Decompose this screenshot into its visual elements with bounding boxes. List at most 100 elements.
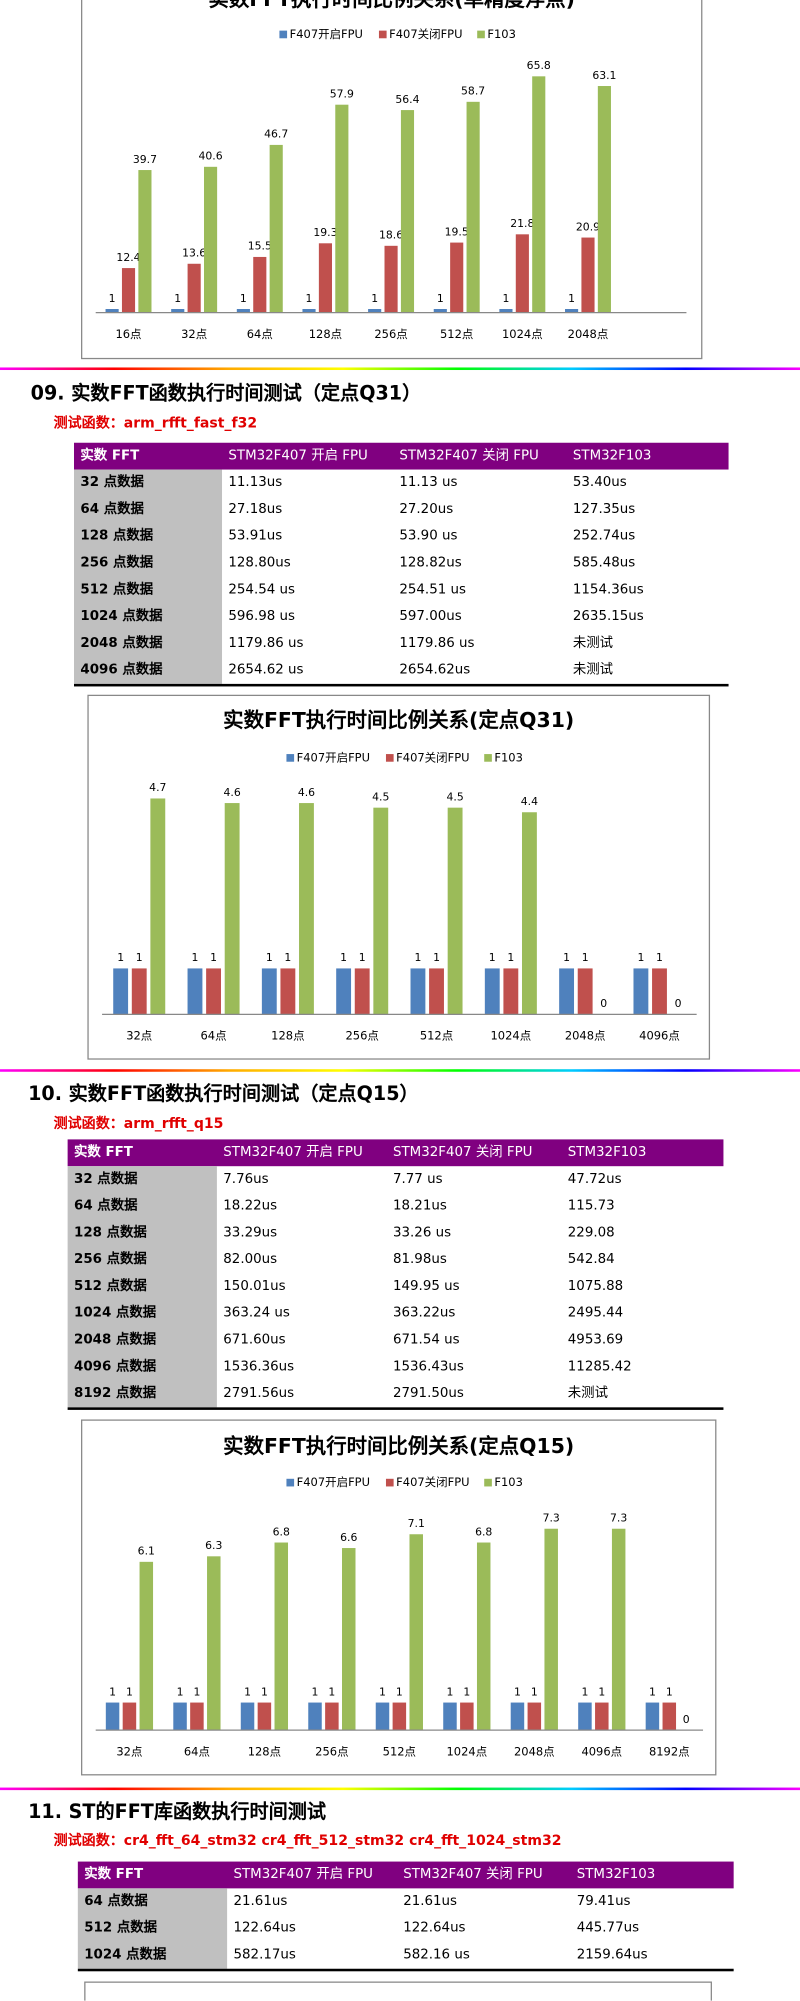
value-label: 6.3	[205, 1539, 222, 1552]
bar	[597, 86, 611, 313]
legend-label: F407开启FPU	[297, 1475, 370, 1489]
x-tick-label: 64点	[201, 1029, 227, 1043]
bar	[187, 968, 203, 1015]
bar	[409, 1534, 423, 1731]
table-cell: 33.26 us	[392, 1224, 452, 1241]
table-cell: 585.48us	[572, 555, 636, 571]
table-cell: 1179.86 us	[228, 635, 304, 651]
bar	[578, 1702, 592, 1731]
table-cell: 2048 点数据	[74, 1332, 157, 1348]
value-label: 4.6	[224, 786, 241, 799]
value-label: 1	[463, 1685, 470, 1698]
bar	[515, 234, 529, 313]
x-tick-label: 2048点	[514, 1744, 555, 1758]
value-label: 1	[531, 1685, 538, 1698]
x-tick-label: 32点	[116, 1744, 142, 1758]
value-label: 1	[109, 1685, 116, 1698]
legend-swatch	[484, 1478, 492, 1487]
table-cell: 1024 点数据	[84, 1947, 167, 1963]
bar	[565, 309, 579, 313]
value-label: 20.9	[576, 220, 600, 233]
table-cell: 47.72us	[567, 1171, 622, 1187]
value-label: 46.7	[264, 128, 288, 141]
table-cell: 122.64us	[233, 1920, 296, 1936]
bar	[499, 309, 513, 313]
table-header-bg	[74, 442, 729, 470]
table-cell: 671.60us	[223, 1332, 286, 1348]
bar	[105, 1702, 120, 1731]
chart-title: 实数FFT执行时间比例关系(定点Q31)	[223, 708, 574, 732]
value-label: 6.1	[138, 1545, 155, 1558]
table-header-cell: STM32F103	[576, 1866, 656, 1882]
table-cell: 2654.62us	[399, 662, 471, 678]
legend-label: F407开启FPU	[290, 27, 363, 41]
table-cell: 未测试	[572, 662, 614, 678]
value-label: 1	[649, 1685, 656, 1698]
row-label-bg	[77, 1888, 228, 1969]
bar	[503, 968, 519, 1015]
table-cell: 11285.42	[567, 1358, 632, 1375]
table-cell: 256 点数据	[80, 555, 154, 571]
legend-label: F407关闭FPU	[396, 1475, 469, 1489]
value-label: 1	[174, 292, 181, 305]
table-cell: 1536.36us	[223, 1358, 295, 1375]
bar	[633, 968, 649, 1015]
table-cell: 150.01us	[223, 1278, 286, 1294]
value-label: 6.8	[273, 1525, 290, 1538]
bar	[559, 968, 575, 1015]
separator	[0, 367, 800, 371]
table-cell: 122.64us	[403, 1920, 466, 1936]
legend-label: F407开启FPU	[297, 750, 370, 764]
table-cell: 445.77us	[576, 1920, 640, 1936]
value-label: 1	[507, 951, 514, 964]
bar	[645, 1702, 660, 1731]
value-label: 1	[568, 292, 575, 305]
table-cell: 229.08	[567, 1224, 615, 1241]
table-cell: 254.51 us	[399, 581, 466, 598]
bar	[368, 309, 382, 313]
bar	[308, 1702, 322, 1731]
table-cell: 1024 点数据	[80, 608, 163, 624]
table-cell: 53.40us	[572, 474, 627, 490]
value-label: 39.7	[133, 153, 157, 166]
value-label: 1	[261, 1685, 268, 1698]
table-cell: 1179.86 us	[399, 635, 475, 651]
bar	[510, 1702, 525, 1731]
legend-label: F407关闭FPU	[389, 27, 462, 41]
bar	[373, 807, 389, 1015]
table-cell: 未测试	[567, 1385, 608, 1401]
value-label: 63.1	[592, 69, 616, 82]
table-cell: 79.41us	[576, 1893, 631, 1909]
bar	[224, 803, 240, 1015]
x-tick-label: 128点	[271, 1029, 304, 1043]
bar	[138, 170, 152, 313]
table-cell: 363.22us	[392, 1305, 456, 1321]
table-cell: 64 点数据	[80, 501, 144, 517]
bar	[527, 1702, 542, 1731]
bar	[476, 1542, 491, 1731]
value-label: 13.6	[182, 247, 206, 260]
table-cell: 127.35us	[572, 501, 636, 517]
table-cell: 128 点数据	[74, 1224, 147, 1241]
bar	[611, 1528, 626, 1731]
table-cell: 149.95 us	[392, 1278, 460, 1294]
bar	[139, 1561, 154, 1731]
x-tick-label: 16点	[115, 327, 141, 341]
table-cell: 2048 点数据	[80, 635, 163, 651]
table-cell: 27.18us	[228, 501, 283, 517]
x-tick-label: 256点	[374, 327, 407, 341]
bar	[544, 1528, 558, 1731]
section-heading: 11. ST的FFT库函数执行时间测试	[28, 1800, 327, 1824]
separator	[0, 1787, 800, 1791]
bar	[325, 1702, 339, 1731]
value-label: 4.5	[372, 790, 389, 803]
x-tick-label: 2048点	[565, 1029, 606, 1043]
legend-swatch	[279, 30, 288, 39]
table-cell: 81.98us	[392, 1251, 447, 1267]
table-cell: 256 点数据	[74, 1251, 147, 1267]
value-label: 1	[437, 292, 444, 305]
value-label: 4.5	[446, 790, 463, 803]
value-label: 58.7	[461, 85, 485, 98]
value-label: 57.9	[330, 87, 354, 100]
